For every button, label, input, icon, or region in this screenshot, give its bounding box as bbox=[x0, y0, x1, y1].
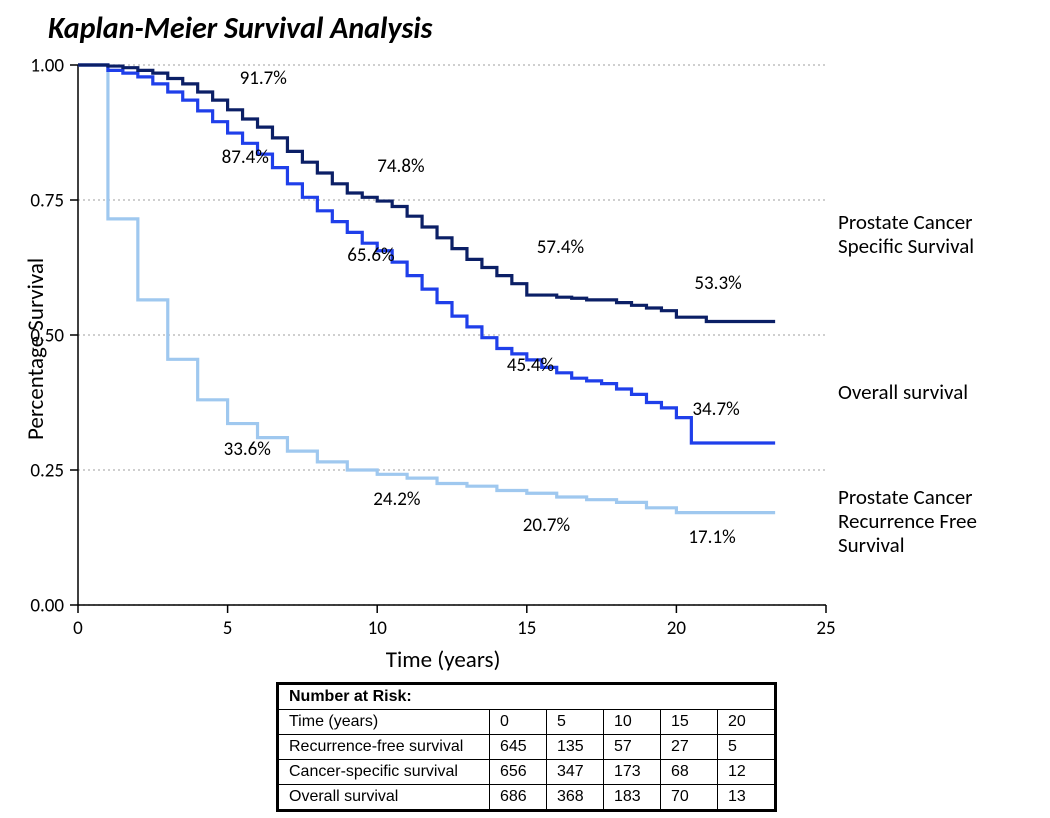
risk-cell: 70 bbox=[661, 785, 718, 811]
series-1 bbox=[78, 65, 775, 443]
risk-cell: 686 bbox=[490, 785, 547, 811]
svg-text:10: 10 bbox=[368, 617, 388, 640]
table-row: Time (years)05101520 bbox=[278, 710, 776, 735]
svg-text:0.75: 0.75 bbox=[30, 190, 64, 213]
data-label: 53.3% bbox=[694, 272, 741, 295]
data-label: 34.7% bbox=[692, 398, 739, 421]
risk-cell: 0 bbox=[490, 710, 547, 735]
risk-table-header: Number at Risk: bbox=[278, 684, 776, 710]
risk-cell: 135 bbox=[547, 735, 604, 760]
svg-text:1.00: 1.00 bbox=[30, 55, 64, 78]
risk-cell: 5 bbox=[718, 735, 776, 760]
risk-cell: 27 bbox=[661, 735, 718, 760]
figure-stage: { "title": { "text": "Kaplan-Meier Survi… bbox=[0, 0, 1050, 818]
risk-cell: 20 bbox=[718, 710, 776, 735]
table-row: Overall survival6863681837013 bbox=[278, 785, 776, 811]
svg-text:0: 0 bbox=[73, 617, 83, 640]
risk-cell: 13 bbox=[718, 785, 776, 811]
data-label: 24.2% bbox=[373, 488, 420, 511]
risk-cell: 645 bbox=[490, 735, 547, 760]
table-row: Cancer-specific survival6563471736812 bbox=[278, 760, 776, 785]
data-label: 91.7% bbox=[240, 67, 287, 90]
risk-cell: 12 bbox=[718, 760, 776, 785]
svg-text:5: 5 bbox=[223, 617, 233, 640]
series-0 bbox=[78, 65, 775, 322]
data-label: 33.6% bbox=[224, 438, 271, 461]
row-label: Overall survival bbox=[278, 785, 490, 811]
risk-cell: 347 bbox=[547, 760, 604, 785]
risk-cell: 15 bbox=[661, 710, 718, 735]
table-row: Recurrence-free survival64513557275 bbox=[278, 735, 776, 760]
row-label: Time (years) bbox=[278, 710, 490, 735]
risk-cell: 656 bbox=[490, 760, 547, 785]
row-label: Cancer-specific survival bbox=[278, 760, 490, 785]
svg-text:20: 20 bbox=[667, 617, 687, 640]
data-label: 74.8% bbox=[377, 155, 424, 178]
risk-cell: 368 bbox=[547, 785, 604, 811]
legend-label-recurrence-free: Prostate CancerRecurrence FreeSurvival bbox=[838, 485, 977, 557]
svg-text:0.00: 0.00 bbox=[30, 595, 64, 618]
number-at-risk-table: Number at Risk: Time (years)05101520Recu… bbox=[276, 682, 777, 812]
legend-label-overall-survival: Overall survival bbox=[838, 380, 968, 404]
data-label: 17.1% bbox=[688, 526, 735, 549]
risk-cell: 5 bbox=[547, 710, 604, 735]
data-label: 57.4% bbox=[537, 236, 584, 259]
data-label: 65.6% bbox=[347, 244, 394, 267]
data-label: 20.7% bbox=[523, 514, 570, 537]
risk-cell: 10 bbox=[604, 710, 661, 735]
svg-text:25: 25 bbox=[816, 617, 835, 640]
risk-cell: 57 bbox=[604, 735, 661, 760]
risk-cell: 68 bbox=[661, 760, 718, 785]
svg-text:0.25: 0.25 bbox=[30, 460, 64, 483]
risk-cell: 173 bbox=[604, 760, 661, 785]
risk-cell: 183 bbox=[604, 785, 661, 811]
svg-text:0.50: 0.50 bbox=[30, 325, 64, 348]
svg-text:15: 15 bbox=[517, 617, 536, 640]
legend-label-specific-survival: Prostate CancerSpecific Survival bbox=[838, 210, 974, 258]
row-label: Recurrence-free survival bbox=[278, 735, 490, 760]
data-label: 45.4% bbox=[507, 354, 554, 377]
data-label: 87.4% bbox=[222, 146, 269, 169]
